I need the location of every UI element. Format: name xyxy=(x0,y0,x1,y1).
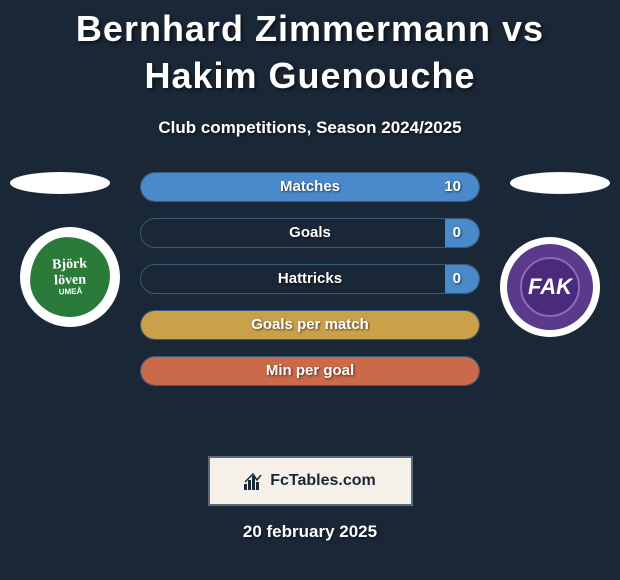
page-title: Bernhard Zimmermann vs Hakim Guenouche xyxy=(0,0,620,100)
stat-bar-fill xyxy=(445,219,479,247)
team-logo-right: FAK xyxy=(500,237,600,337)
stat-label: Goals per match xyxy=(251,316,369,333)
stat-bar: Goals 0 xyxy=(140,218,480,248)
chart-icon xyxy=(244,472,264,490)
stat-bar: Matches 10 xyxy=(140,172,480,202)
stat-bar: Hattricks 0 xyxy=(140,264,480,294)
stats-container: Matches 10 Goals 0 Hattricks 0 Goals per match… xyxy=(140,172,480,402)
stat-bar: Min per goal xyxy=(140,356,480,386)
brand-box: FcTables.com xyxy=(208,456,413,506)
stat-label: Hattricks xyxy=(278,270,342,287)
date-label: 20 february 2025 xyxy=(0,522,620,542)
stat-value: 10 xyxy=(444,178,461,195)
stat-label: Goals xyxy=(289,224,331,241)
subtitle: Club competitions, Season 2024/2025 xyxy=(0,118,620,138)
stat-label: Matches xyxy=(280,178,340,195)
logo-text: löven xyxy=(52,272,88,289)
logo-text: Björk xyxy=(52,256,88,273)
team-logo-left: Björk löven UMEÅ xyxy=(20,227,120,327)
stat-label: Min per goal xyxy=(266,362,354,379)
content-area: Björk löven UMEÅ FAK Matches10Goals0Hatt… xyxy=(0,172,620,422)
decorative-oval-left xyxy=(10,172,110,194)
decorative-oval-right xyxy=(510,172,610,194)
stat-bar: Goals per match xyxy=(140,310,480,340)
brand-label: FcTables.com xyxy=(270,472,376,490)
stat-value: 0 xyxy=(453,224,461,241)
stat-bar-fill xyxy=(445,265,479,293)
logo-text: FAK xyxy=(528,274,572,300)
bjorkloven-logo: Björk löven UMEÅ xyxy=(29,235,112,318)
stat-value: 0 xyxy=(453,270,461,287)
austria-wien-logo: FAK xyxy=(504,241,596,333)
logo-text: UMEÅ xyxy=(53,287,88,297)
